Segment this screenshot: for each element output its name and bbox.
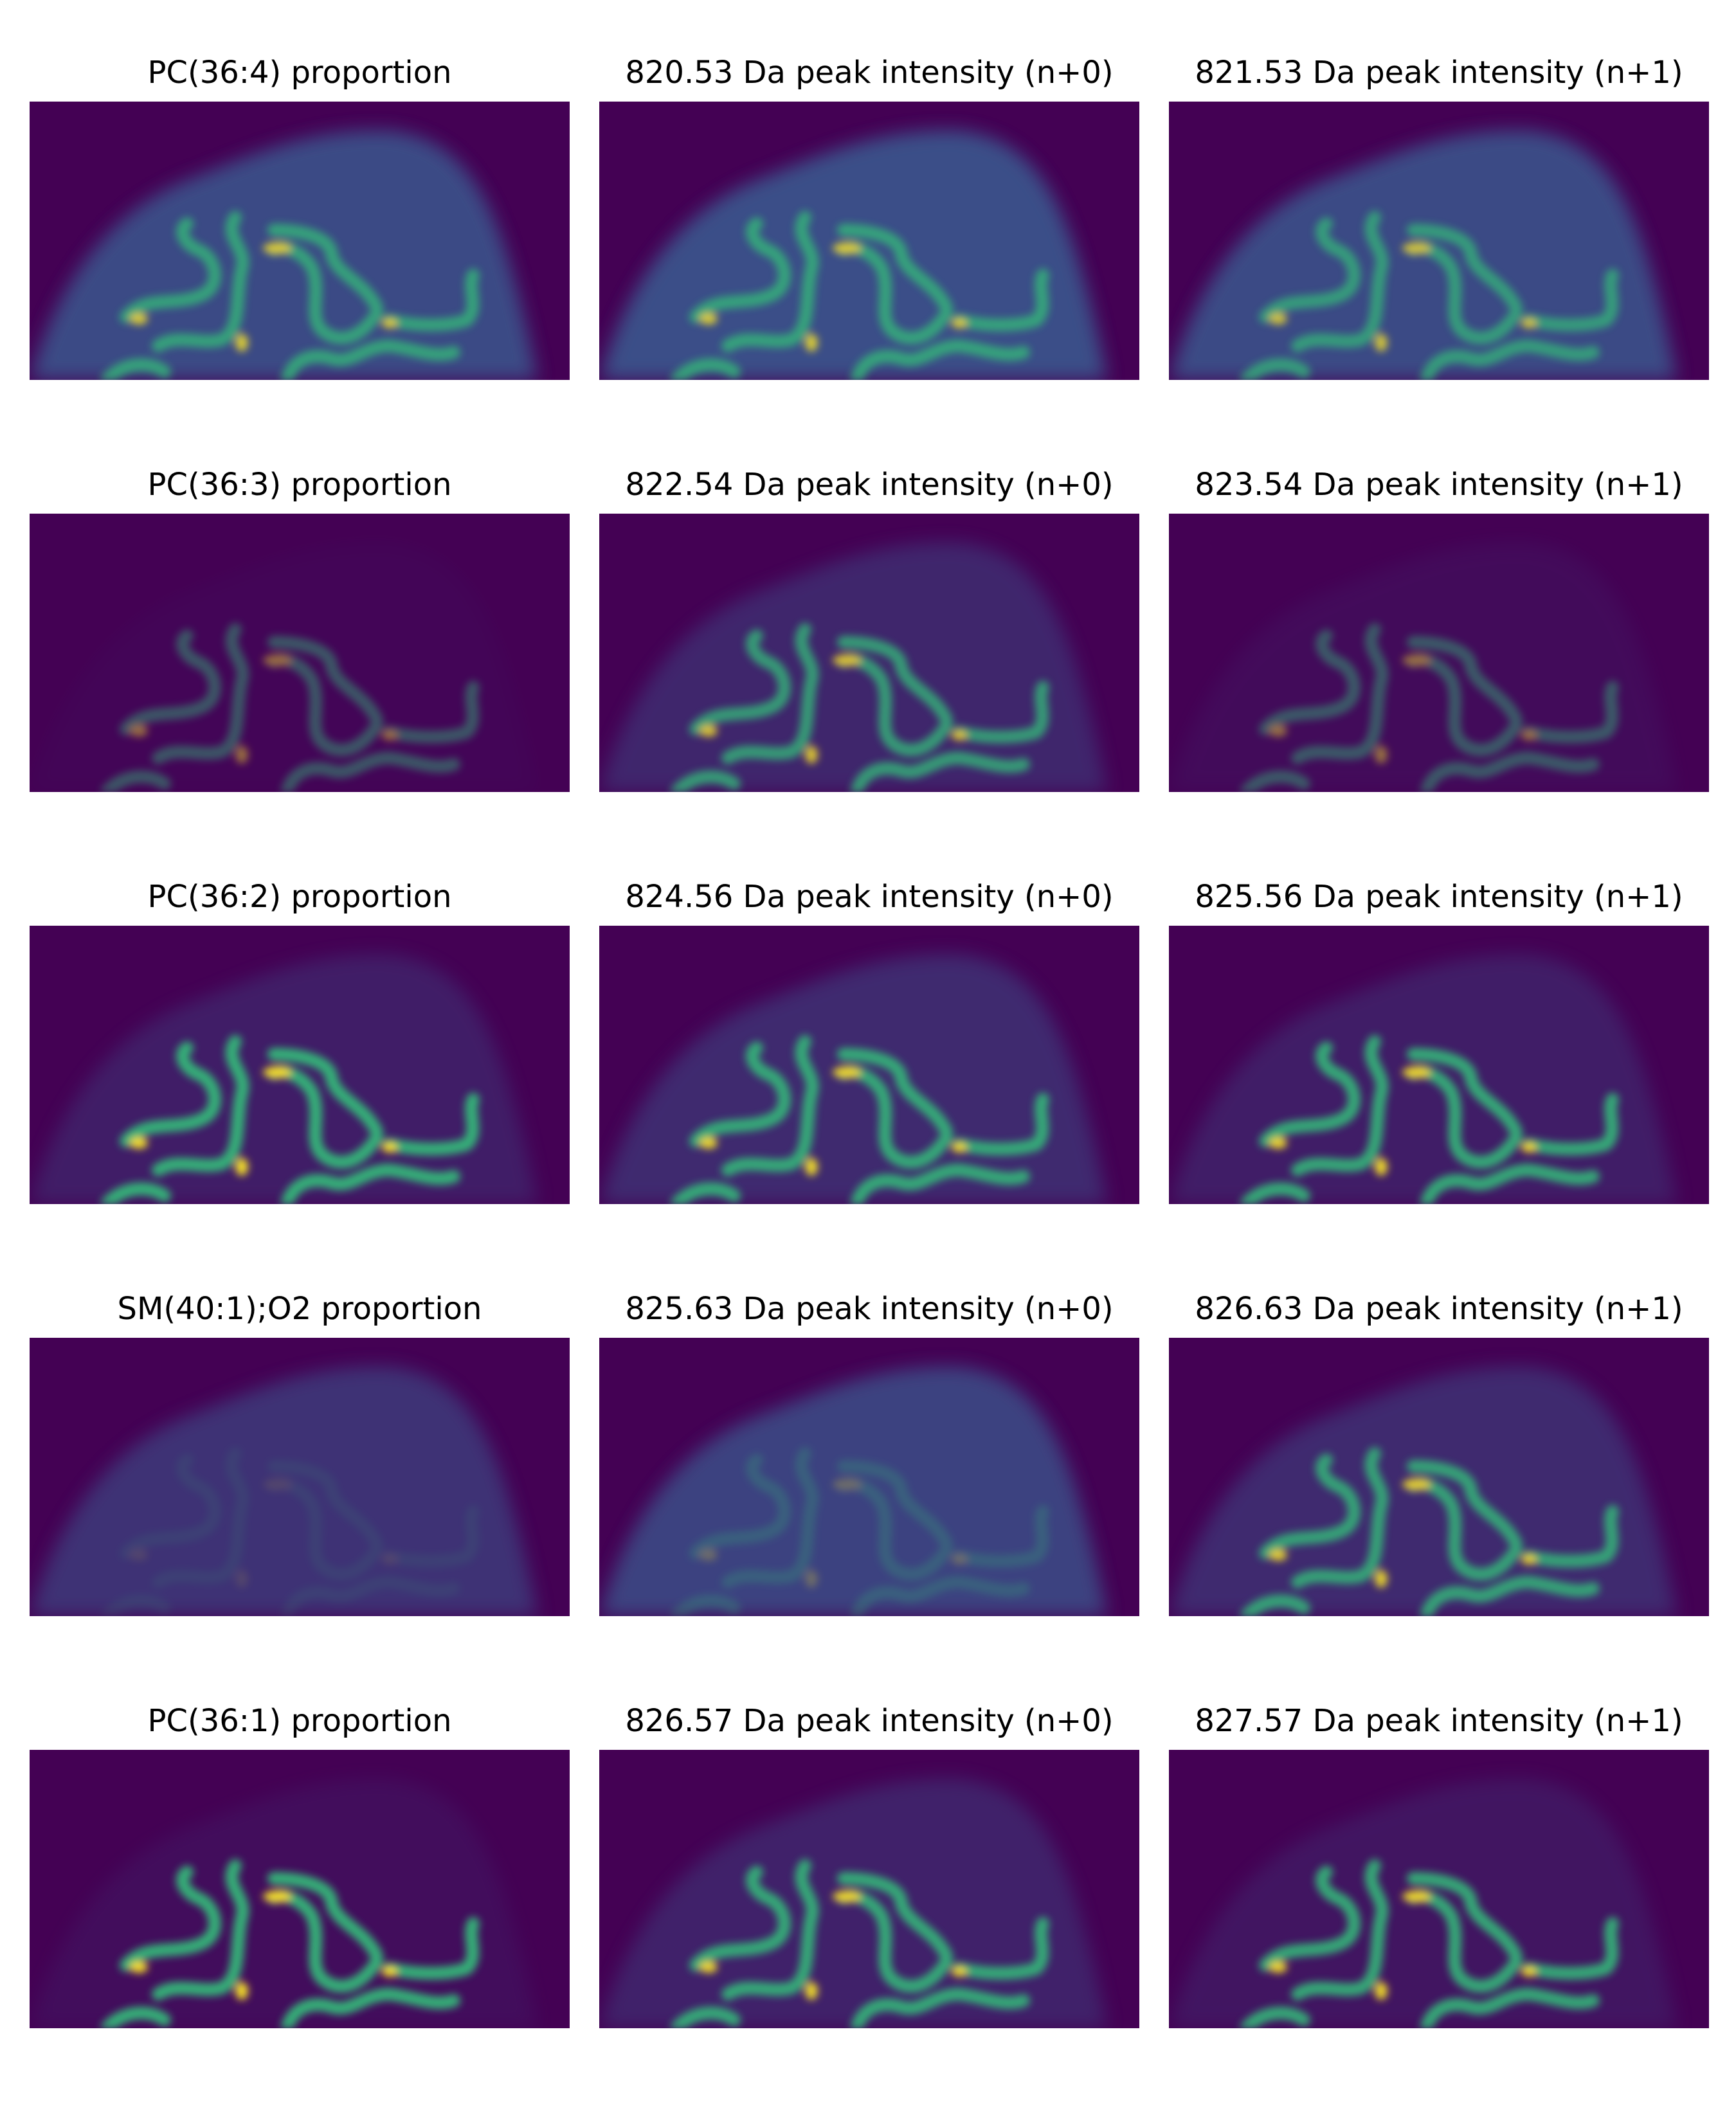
image-panel (599, 514, 1139, 792)
panel-title: 822.54 Da peak intensity (n+0) (625, 467, 1113, 503)
image-panel (1169, 102, 1709, 380)
image-panel (599, 926, 1139, 1204)
image-panel (1169, 926, 1709, 1204)
image-panel (599, 1750, 1139, 2028)
panel-title: PC(36:2) proportion (148, 879, 452, 915)
image-panel (30, 1338, 570, 1616)
image-panel (599, 102, 1139, 380)
panel-title: SM(40:1);O2 proportion (118, 1291, 482, 1327)
panel-title: PC(36:4) proportion (148, 55, 452, 91)
panel-title: PC(36:1) proportion (148, 1703, 452, 1739)
panel-title: 825.63 Da peak intensity (n+0) (625, 1291, 1113, 1327)
image-panel (1169, 514, 1709, 792)
panel-title: 821.53 Da peak intensity (n+1) (1195, 55, 1683, 91)
image-panel (30, 102, 570, 380)
image-panel (1169, 1338, 1709, 1616)
image-panel (599, 1338, 1139, 1616)
panel-title: 825.56 Da peak intensity (n+1) (1195, 879, 1683, 915)
image-panel (30, 514, 570, 792)
panel-title: 823.54 Da peak intensity (n+1) (1195, 467, 1683, 503)
panel-title: 820.53 Da peak intensity (n+0) (625, 55, 1113, 91)
panel-title: 826.63 Da peak intensity (n+1) (1195, 1291, 1683, 1327)
panel-title: PC(36:3) proportion (148, 467, 452, 503)
image-panel (30, 1750, 570, 2028)
image-panel (1169, 1750, 1709, 2028)
panel-title: 824.56 Da peak intensity (n+0) (625, 879, 1113, 915)
panel-title: 827.57 Da peak intensity (n+1) (1195, 1703, 1683, 1739)
image-panel (30, 926, 570, 1204)
panel-title: 826.57 Da peak intensity (n+0) (625, 1703, 1113, 1739)
